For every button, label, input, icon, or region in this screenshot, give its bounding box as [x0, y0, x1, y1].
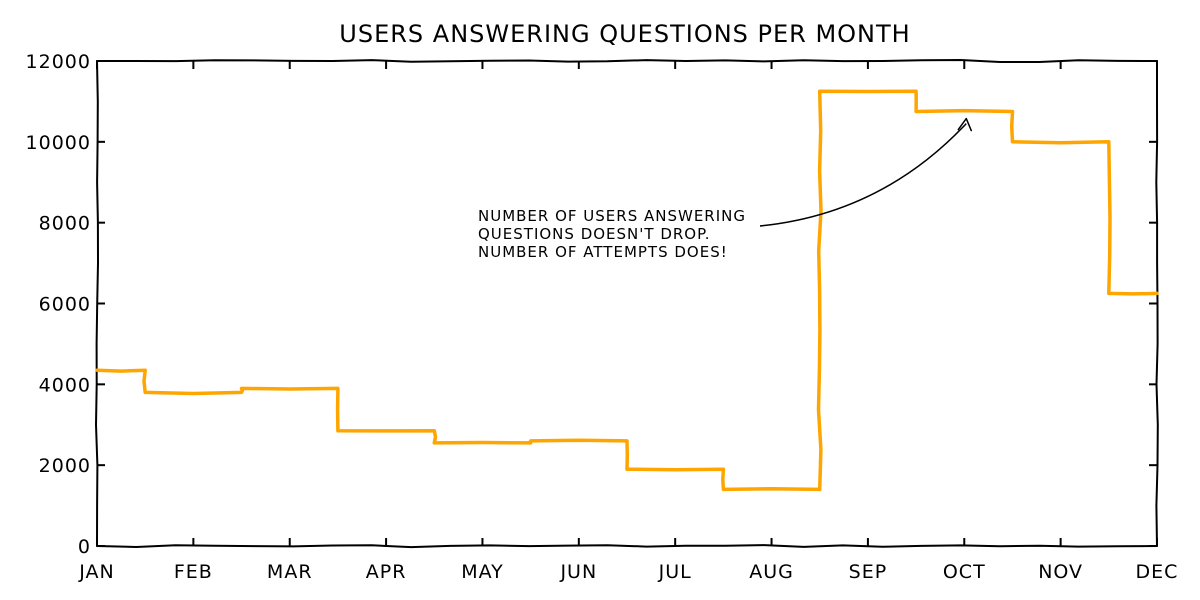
x-tick-label: JAN — [78, 561, 114, 583]
chart-title: USERS ANSWERING QUESTIONS PER MONTH — [339, 20, 910, 48]
x-tick-label: JUN — [559, 561, 597, 583]
y-tick-label: 8000 — [39, 213, 91, 235]
plot-frame-bottom — [96, 544, 1158, 549]
series-layer — [95, 89, 1159, 492]
y-tick-label: 12000 — [26, 51, 91, 73]
y-tick-label: 0 — [78, 536, 91, 558]
y-tick-label: 4000 — [39, 374, 91, 396]
annotation-text-line: QUESTIONS DOESN'T DROP. — [478, 225, 711, 243]
x-tick-label: DEC — [1136, 561, 1179, 583]
x-tick-label: AUG — [749, 561, 794, 583]
x-tick-label: SEP — [849, 561, 888, 583]
plot-frame-top — [96, 59, 1158, 63]
x-tick-label: OCT — [943, 561, 986, 583]
y-tick-label: 2000 — [39, 455, 91, 477]
series-line — [95, 89, 1159, 492]
x-tick-label: APR — [366, 561, 407, 583]
x-tick-label: NOV — [1038, 561, 1083, 583]
x-tick-label: MAY — [461, 561, 504, 583]
plot-frame-right — [1155, 60, 1159, 547]
annotation-arrow-line — [759, 123, 967, 227]
x-tick-label: JUL — [658, 561, 692, 583]
y-tick-label: 6000 — [39, 294, 91, 316]
annotation-text-line: NUMBER OF ATTEMPTS DOES! — [478, 243, 728, 261]
x-tick-label: MAR — [267, 561, 313, 583]
axes: JAN FEB MAR APR MAY JUN JUL AUG SEP OCT NOV DEC 0 200… — [26, 51, 1179, 583]
annotation-arrowhead — [957, 117, 973, 132]
y-tick-label: 10000 — [26, 132, 91, 154]
x-tick-label: FEB — [174, 561, 213, 583]
annotation-text-line: NUMBER OF USERS ANSWERING — [478, 207, 746, 225]
